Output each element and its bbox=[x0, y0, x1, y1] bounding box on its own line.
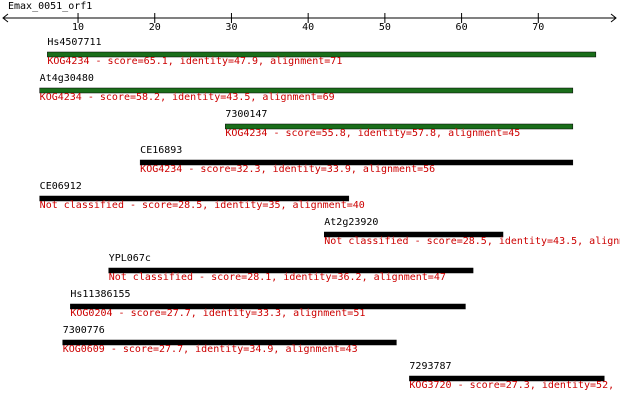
hit-label: Not classified - score=28.5, identity=35… bbox=[40, 200, 365, 211]
hit-bar bbox=[324, 231, 504, 238]
hit-bar bbox=[139, 159, 574, 166]
hit-label: KOG0204 - score=27.7, identity=33.3, ali… bbox=[70, 308, 365, 319]
hit-name: At2g23920 bbox=[324, 217, 378, 228]
hit-bar bbox=[70, 303, 466, 310]
hit-label: KOG0609 - score=27.7, identity=34.9, ali… bbox=[63, 344, 358, 355]
x-tick-label: 60 bbox=[456, 22, 468, 33]
x-tick-label: 10 bbox=[72, 22, 84, 33]
hit-name: 7293787 bbox=[409, 361, 451, 372]
hit-bar bbox=[47, 51, 597, 58]
hit-label: KOG4234 - score=55.8, identity=57.8, ali… bbox=[225, 128, 520, 139]
hit-name: CE06912 bbox=[40, 181, 82, 192]
x-tick-label: 70 bbox=[532, 22, 544, 33]
hit-label: Not classified - score=28.5, identity=43… bbox=[324, 236, 620, 247]
hit-label: KOG4234 - score=32.3, identity=33.9, ali… bbox=[140, 164, 435, 175]
x-tick-label: 50 bbox=[379, 22, 391, 33]
chart-title: Emax_0051_orf1 bbox=[8, 1, 92, 12]
hit-bar bbox=[62, 339, 397, 346]
hit-name: Hs4507711 bbox=[47, 37, 101, 48]
hit-name: At4g30480 bbox=[40, 73, 94, 84]
hit-name: CE16893 bbox=[140, 145, 182, 156]
hit-name: Hs11386155 bbox=[70, 289, 130, 300]
hit-name: YPL067c bbox=[109, 253, 151, 264]
hit-label: Not classified - score=28.1, identity=36… bbox=[109, 272, 446, 283]
hit-label: KOG4234 - score=58.2, identity=43.5, ali… bbox=[40, 92, 335, 103]
hit-bar bbox=[39, 87, 574, 94]
hit-name: 7300776 bbox=[63, 325, 105, 336]
x-tick-label: 40 bbox=[302, 22, 314, 33]
hit-name: 7300147 bbox=[225, 109, 267, 120]
hit-bar bbox=[108, 267, 474, 274]
axis-arrow bbox=[610, 13, 617, 23]
hit-bar bbox=[225, 123, 574, 130]
hit-label: KOG3720 - score=27.3, identity=52, bbox=[409, 380, 614, 391]
hit-bar bbox=[39, 195, 350, 202]
x-tick-label: 30 bbox=[225, 22, 237, 33]
hit-bar bbox=[409, 375, 605, 382]
hit-label: KOG4234 - score=65.1, identity=47.9, ali… bbox=[47, 56, 342, 67]
axis-arrow bbox=[2, 13, 9, 23]
x-tick-label: 20 bbox=[149, 22, 161, 33]
